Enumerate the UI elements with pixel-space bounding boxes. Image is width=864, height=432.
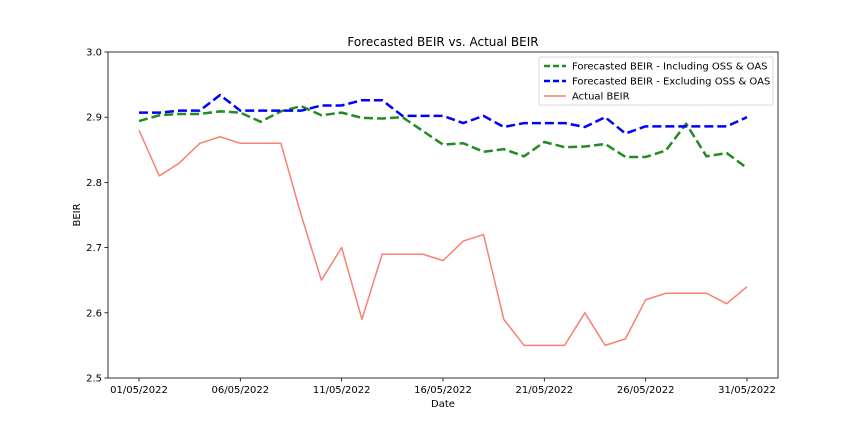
series-line-excluding-oss-oas [139,93,748,135]
x-tick-label: 21/05/2022 [516,385,574,396]
y-tick-label: 2.5 [86,374,102,385]
y-axis-label: BEIR [72,203,83,226]
legend-box [538,56,774,106]
x-tick-label: 16/05/2022 [414,385,472,396]
x-tick-label: 01/05/2022 [110,385,168,396]
legend-entry: Forecasted BEIR - Including OSS & OAS [572,62,768,73]
legend-entry: Actual BEIR [572,92,630,103]
legend: Forecasted BEIR - Including OSS & OAS For… [538,56,774,106]
y-tick-label: 2.7 [86,243,102,254]
series-line-actual-beir [138,129,748,347]
y-tick-label: 2.9 [86,113,102,124]
y-tick-label: 2.8 [86,178,102,189]
x-tick-label: 11/05/2022 [313,385,371,396]
x-tick-label: 06/05/2022 [212,385,270,396]
x-tick-label: 26/05/2022 [617,385,675,396]
x-tick-label: 31/05/2022 [718,385,776,396]
legend-entry: Forecasted BEIR - Excluding OSS & OAS [572,77,770,88]
y-tick-label: 2.6 [86,308,102,319]
y-tick-label: 3.0 [86,48,102,59]
chart-title: Forecasted BEIR vs. Actual BEIR [347,35,538,49]
series-line-including-oss-oas [138,104,748,170]
x-axis-label: Date [431,399,455,410]
plot-area: 2.5 2.6 2.7 2.8 2.9 3.0 01/05/2022 06/05/2022 11… [86,48,779,396]
